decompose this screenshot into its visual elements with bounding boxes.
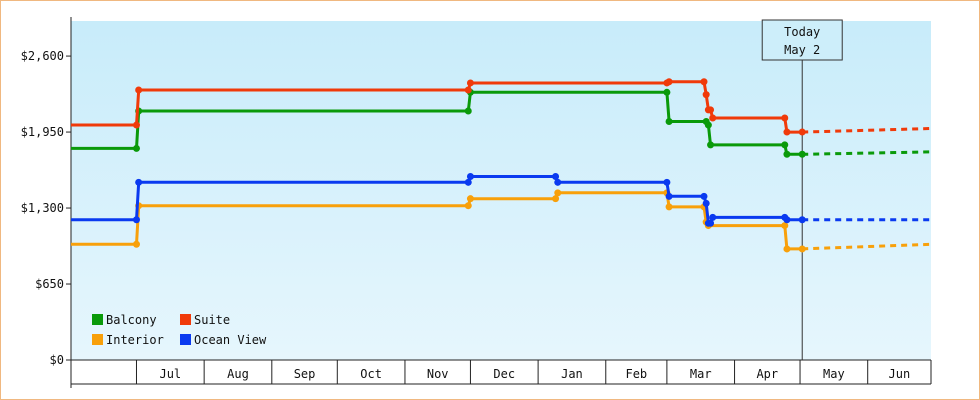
x-tick-label-sep: Sep — [294, 367, 316, 381]
x-tick-label-dec: Dec — [493, 367, 515, 381]
data-point-ocean-view — [707, 219, 715, 227]
data-point-balcony — [663, 88, 671, 96]
data-point-ocean-view — [464, 178, 472, 186]
data-point-suite — [132, 121, 140, 129]
data-point-balcony — [464, 107, 472, 115]
y-axis: $0 $650 $1,300 $1,950 $2,600 — [21, 17, 72, 388]
data-point-ocean-view — [552, 172, 560, 180]
legend-swatch-interior — [92, 334, 103, 345]
data-point-suite — [709, 114, 717, 122]
data-point-ocean-view — [709, 213, 717, 221]
data-point-ocean-view — [700, 192, 708, 200]
data-point-interior — [798, 245, 806, 253]
data-point-suite — [466, 79, 474, 87]
x-tick-label-mar: Mar — [690, 367, 712, 381]
data-point-suite — [798, 128, 806, 136]
data-point-balcony — [704, 121, 712, 129]
x-tick-label-may: May — [823, 367, 845, 381]
data-point-balcony — [798, 150, 806, 158]
data-point-balcony — [707, 141, 715, 149]
data-point-interior — [781, 222, 789, 230]
legend-label-suite: Suite — [194, 313, 230, 327]
data-point-ocean-view — [663, 178, 671, 186]
x-tick-label-apr: Apr — [756, 367, 778, 381]
data-point-ocean-view — [702, 199, 710, 207]
data-point-ocean-view — [466, 172, 474, 180]
data-point-ocean-view — [665, 192, 673, 200]
data-point-suite — [665, 78, 673, 86]
data-point-suite — [135, 86, 143, 94]
today-date: May 2 — [784, 43, 820, 57]
today-label: Today — [784, 25, 820, 39]
data-point-suite — [707, 106, 715, 114]
data-point-interior — [665, 203, 673, 211]
today-marker: Today May 2 — [761, 19, 843, 360]
legend-swatch-balcony — [92, 314, 103, 325]
x-tick-label-feb: Feb — [625, 367, 647, 381]
series-layer — [71, 78, 932, 253]
x-tick-label-nov: Nov — [427, 367, 449, 381]
data-point-balcony — [665, 118, 673, 126]
legend-swatch-ocean-view — [180, 334, 191, 345]
data-point-ocean-view — [132, 216, 140, 224]
y-tick-label: $1,950 — [21, 125, 64, 139]
x-tick-label-oct: Oct — [360, 367, 382, 381]
data-point-interior — [783, 245, 791, 253]
data-point-balcony — [783, 150, 791, 158]
data-point-interior — [464, 202, 472, 210]
y-tick-label: $1,300 — [21, 201, 64, 215]
data-point-ocean-view — [783, 216, 791, 224]
data-point-ocean-view — [798, 216, 806, 224]
data-point-suite — [781, 114, 789, 122]
x-axis: Jul Aug Sep Oct Nov Dec Jan Feb Mar Apr May Jun — [71, 359, 932, 385]
legend-label-interior: Interior — [106, 333, 164, 347]
x-tick-label-jan: Jan — [561, 367, 583, 381]
y-tick-label: $0 — [50, 353, 64, 367]
today-callout — [761, 19, 843, 61]
legend-label-balcony: Balcony — [106, 313, 157, 327]
data-point-suite — [700, 78, 708, 86]
legend-label-ocean-view: Ocean View — [194, 333, 267, 347]
x-tick-label-jun: Jun — [889, 367, 911, 381]
x-tick-label-aug: Aug — [227, 367, 249, 381]
data-point-interior — [466, 195, 474, 203]
data-point-balcony — [132, 144, 140, 152]
x-tick-label-jul: Jul — [159, 367, 181, 381]
y-tick-label: $650 — [35, 277, 64, 291]
y-tick-label: $2,600 — [21, 49, 64, 63]
data-point-balcony — [781, 141, 789, 149]
legend-swatch-suite — [180, 314, 191, 325]
data-point-suite — [783, 128, 791, 136]
data-point-ocean-view — [135, 178, 143, 186]
data-point-interior — [552, 195, 560, 203]
plot-area — [71, 21, 931, 360]
data-point-interior — [132, 240, 140, 248]
data-point-interior — [554, 189, 562, 197]
legend: Balcony Suite Interior Ocean View — [92, 313, 267, 347]
data-point-suite — [702, 91, 710, 99]
data-point-suite — [464, 86, 472, 94]
data-point-ocean-view — [554, 178, 562, 186]
